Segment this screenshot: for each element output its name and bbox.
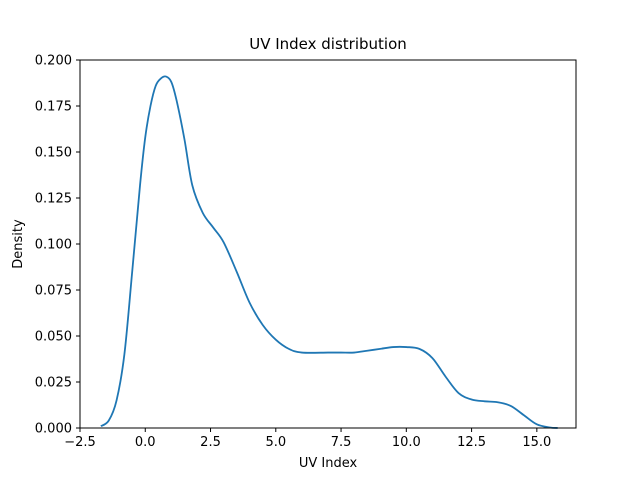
y-tick-label: 0.075 <box>35 284 72 299</box>
x-tick-label: 0.0 <box>135 435 156 450</box>
x-tick-label: 5.0 <box>265 435 286 450</box>
y-tick-label: 0.050 <box>35 330 72 345</box>
y-tick-label: 0.175 <box>35 100 72 115</box>
x-tick-label: 7.5 <box>331 435 352 450</box>
x-tick-label: −2.5 <box>64 435 96 450</box>
x-tick-label: 15.0 <box>522 435 551 450</box>
y-tick-label: 0.200 <box>35 54 72 69</box>
density-line <box>100 75 558 429</box>
y-tick-label: 0.125 <box>35 192 72 207</box>
chart-title: UV Index distribution <box>249 35 407 53</box>
series-group <box>100 75 558 429</box>
y-axis-label: Density <box>11 219 26 269</box>
y-tick-label: 0.025 <box>35 376 72 391</box>
x-axis-label: UV Index <box>299 456 358 471</box>
y-tick-label: 0.100 <box>35 238 72 253</box>
x-tick-label: 10.0 <box>392 435 421 450</box>
y-axis-ticks: 0.000 0.025 0.050 0.075 0.100 0.125 0.150 0.175… <box>35 54 80 437</box>
plot-frame <box>79 59 577 429</box>
x-axis-ticks: −2.5 0.0 2.5 5.0 7.5 10.0 12.5 15.0 <box>64 428 551 450</box>
x-tick-label: 12.5 <box>457 435 486 450</box>
x-tick-label: 2.5 <box>200 435 221 450</box>
y-tick-label: 0.000 <box>35 422 72 437</box>
y-tick-label: 0.150 <box>35 146 72 161</box>
